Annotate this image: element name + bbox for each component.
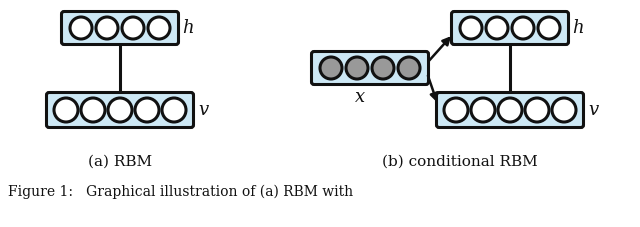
Text: (a) RBM: (a) RBM bbox=[88, 155, 152, 169]
Circle shape bbox=[320, 57, 342, 79]
Circle shape bbox=[70, 17, 92, 39]
Text: h: h bbox=[182, 19, 194, 37]
FancyBboxPatch shape bbox=[451, 12, 568, 44]
Text: h: h bbox=[572, 19, 584, 37]
FancyBboxPatch shape bbox=[61, 12, 179, 44]
Text: Figure 1:   Graphical illustration of (a) RBM with: Figure 1: Graphical illustration of (a) … bbox=[8, 185, 353, 199]
Circle shape bbox=[525, 98, 549, 122]
FancyBboxPatch shape bbox=[436, 92, 584, 128]
Circle shape bbox=[108, 98, 132, 122]
Circle shape bbox=[122, 17, 144, 39]
Circle shape bbox=[162, 98, 186, 122]
Text: v: v bbox=[588, 101, 598, 119]
Circle shape bbox=[471, 98, 495, 122]
Circle shape bbox=[81, 98, 105, 122]
Text: (b) conditional RBM: (b) conditional RBM bbox=[382, 155, 538, 169]
Circle shape bbox=[372, 57, 394, 79]
Circle shape bbox=[346, 57, 368, 79]
Circle shape bbox=[398, 57, 420, 79]
Circle shape bbox=[538, 17, 560, 39]
Circle shape bbox=[96, 17, 118, 39]
Text: x: x bbox=[355, 88, 365, 106]
Circle shape bbox=[486, 17, 508, 39]
Circle shape bbox=[512, 17, 534, 39]
Circle shape bbox=[148, 17, 170, 39]
FancyBboxPatch shape bbox=[312, 52, 429, 84]
FancyBboxPatch shape bbox=[47, 92, 193, 128]
Circle shape bbox=[552, 98, 576, 122]
Text: v: v bbox=[198, 101, 208, 119]
Circle shape bbox=[460, 17, 482, 39]
Circle shape bbox=[444, 98, 468, 122]
Circle shape bbox=[498, 98, 522, 122]
Circle shape bbox=[54, 98, 78, 122]
Circle shape bbox=[135, 98, 159, 122]
